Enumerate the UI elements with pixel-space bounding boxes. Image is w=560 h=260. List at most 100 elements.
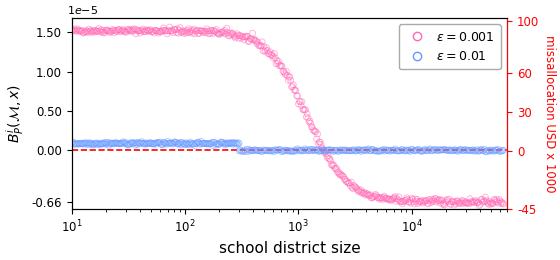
$\varepsilon = 0.001$ xyxy=(329,164,338,168)
$\varepsilon = 0.01$ xyxy=(320,148,329,152)
$\varepsilon = 0.001$ xyxy=(456,200,465,204)
$\varepsilon = 0.001$ xyxy=(147,30,156,34)
$\varepsilon = 0.001$ xyxy=(305,120,314,124)
$\varepsilon = 0.01$ xyxy=(444,148,453,152)
$\varepsilon = 0.001$ xyxy=(143,29,152,34)
$\varepsilon = 0.01$ xyxy=(283,148,292,152)
$\varepsilon = 0.001$ xyxy=(116,30,125,34)
$\varepsilon = 0.001$ xyxy=(218,30,227,35)
$\varepsilon = 0.001$ xyxy=(449,200,458,204)
$\varepsilon = 0.01$ xyxy=(323,148,332,152)
$\varepsilon = 0.001$ xyxy=(486,201,495,205)
$\varepsilon = 0.01$ xyxy=(273,148,282,152)
$\varepsilon = 0.001$ xyxy=(345,181,354,185)
$\varepsilon = 0.001$ xyxy=(411,197,420,201)
$\varepsilon = 0.001$ xyxy=(189,27,198,31)
$\varepsilon = 0.001$ xyxy=(286,78,295,82)
$\varepsilon = 0.01$ xyxy=(156,142,165,146)
$\varepsilon = 0.01$ xyxy=(333,149,342,153)
$\varepsilon = 0.01$ xyxy=(176,140,185,145)
$\varepsilon = 0.01$ xyxy=(87,142,96,146)
$\varepsilon = 0.001$ xyxy=(170,27,179,31)
$\varepsilon = 0.001$ xyxy=(437,199,446,203)
$\varepsilon = 0.01$ xyxy=(306,147,315,151)
$\varepsilon = 0.001$ xyxy=(275,64,284,68)
$\varepsilon = 0.01$ xyxy=(440,148,449,152)
$\varepsilon = 0.001$ xyxy=(480,199,489,204)
$\varepsilon = 0.001$ xyxy=(463,202,472,206)
$\varepsilon = 0.001$ xyxy=(381,197,390,201)
$\varepsilon = 0.001$ xyxy=(343,181,352,185)
$\varepsilon = 0.01$ xyxy=(121,140,130,145)
$\varepsilon = 0.001$ xyxy=(83,30,92,34)
$\varepsilon = 0.001$ xyxy=(408,197,417,201)
$\varepsilon = 0.001$ xyxy=(165,25,174,29)
$\varepsilon = 0.01$ xyxy=(332,148,341,152)
$\varepsilon = 0.001$ xyxy=(461,201,470,205)
$\varepsilon = 0.01$ xyxy=(407,147,416,152)
$\varepsilon = 0.01$ xyxy=(138,141,147,145)
$\varepsilon = 0.001$ xyxy=(122,30,131,34)
$\varepsilon = 0.001$ xyxy=(71,29,80,33)
$\varepsilon = 0.001$ xyxy=(430,199,439,204)
$\varepsilon = 0.01$ xyxy=(326,148,335,152)
$\varepsilon = 0.001$ xyxy=(177,30,186,34)
$\varepsilon = 0.001$ xyxy=(192,29,201,33)
$\varepsilon = 0.01$ xyxy=(75,142,84,146)
$\varepsilon = 0.01$ xyxy=(183,142,192,146)
$\varepsilon = 0.001$ xyxy=(255,43,264,47)
$\varepsilon = 0.001$ xyxy=(203,29,212,33)
$\varepsilon = 0.01$ xyxy=(117,142,126,146)
$\varepsilon = 0.001$ xyxy=(145,29,154,33)
$\varepsilon = 0.01$ xyxy=(377,148,386,153)
$\varepsilon = 0.01$ xyxy=(240,148,249,152)
$\varepsilon = 0.01$ xyxy=(298,149,307,153)
$\varepsilon = 0.001$ xyxy=(478,197,487,201)
$\varepsilon = 0.001$ xyxy=(390,196,399,200)
$\varepsilon = 0.01$ xyxy=(157,142,166,146)
$\varepsilon = 0.01$ xyxy=(188,142,197,147)
$\varepsilon = 0.001$ xyxy=(468,199,477,204)
$\varepsilon = 0.01$ xyxy=(475,149,484,153)
$\varepsilon = 0.001$ xyxy=(392,199,401,203)
$\varepsilon = 0.001$ xyxy=(225,34,234,38)
$\varepsilon = 0.001$ xyxy=(491,200,500,204)
$\varepsilon = 0.01$ xyxy=(488,149,497,153)
$\varepsilon = 0.01$ xyxy=(185,142,194,146)
$\varepsilon = 0.01$ xyxy=(166,141,175,145)
$\varepsilon = 0.001$ xyxy=(250,37,259,42)
$\varepsilon = 0.001$ xyxy=(367,196,376,200)
$\varepsilon = 0.001$ xyxy=(115,28,124,32)
$\varepsilon = 0.01$ xyxy=(442,148,451,152)
$\varepsilon = 0.001$ xyxy=(423,201,432,205)
$\varepsilon = 0.001$ xyxy=(235,34,244,38)
$\varepsilon = 0.01$ xyxy=(409,149,418,153)
$\varepsilon = 0.01$ xyxy=(313,148,322,152)
$\varepsilon = 0.01$ xyxy=(86,142,95,146)
$\varepsilon = 0.01$ xyxy=(175,141,184,145)
$\varepsilon = 0.001$ xyxy=(178,29,187,33)
$\varepsilon = 0.001$ xyxy=(167,28,176,32)
$\varepsilon = 0.001$ xyxy=(81,30,90,34)
$\varepsilon = 0.01$ xyxy=(340,148,349,153)
$\varepsilon = 0.01$ xyxy=(408,147,417,151)
$\varepsilon = 0.001$ xyxy=(361,192,370,196)
$\varepsilon = 0.001$ xyxy=(431,196,440,200)
$\varepsilon = 0.001$ xyxy=(308,125,317,129)
$\varepsilon = 0.01$ xyxy=(364,147,373,151)
$\varepsilon = 0.01$ xyxy=(422,149,431,153)
$\varepsilon = 0.01$ xyxy=(356,148,365,152)
$\varepsilon = 0.01$ xyxy=(489,149,498,153)
$\varepsilon = 0.01$ xyxy=(269,148,278,152)
$\varepsilon = 0.001$ xyxy=(469,200,478,204)
$\varepsilon = 0.001$ xyxy=(388,197,397,201)
$\varepsilon = 0.001$ xyxy=(118,28,127,32)
$\varepsilon = 0.01$ xyxy=(291,148,300,152)
$\varepsilon = 0.01$ xyxy=(337,148,346,153)
$\varepsilon = 0.001$ xyxy=(129,27,138,31)
$\varepsilon = 0.001$ xyxy=(196,29,205,33)
$\varepsilon = 0.001$ xyxy=(146,28,155,32)
$\varepsilon = 0.01$ xyxy=(461,147,470,152)
$\varepsilon = 0.01$ xyxy=(309,148,318,152)
$\varepsilon = 0.001$ xyxy=(231,36,240,40)
